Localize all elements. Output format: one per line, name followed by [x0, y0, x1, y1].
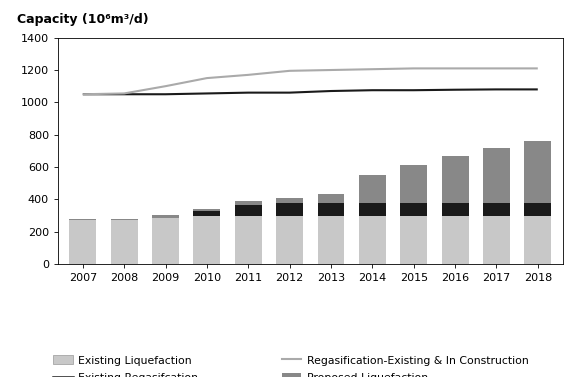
Bar: [483, 149, 510, 202]
Bar: [70, 219, 96, 220]
Bar: [235, 205, 262, 216]
Bar: [441, 216, 469, 264]
Bar: [359, 203, 386, 216]
Bar: [524, 216, 551, 264]
Bar: [152, 215, 179, 218]
Legend: Existing Liquefaction, Existing Regasifcation, Liquefaction Under Construction, : Existing Liquefaction, Existing Regasifc…: [53, 355, 528, 377]
Bar: [400, 216, 427, 264]
Bar: [111, 219, 137, 220]
Bar: [194, 216, 220, 264]
Bar: [317, 203, 345, 216]
Bar: [276, 216, 303, 264]
Bar: [524, 141, 551, 202]
Bar: [317, 195, 345, 203]
Bar: [194, 211, 220, 216]
Bar: [70, 220, 96, 264]
Bar: [524, 202, 551, 216]
Bar: [152, 218, 179, 264]
Bar: [441, 202, 469, 216]
Bar: [483, 216, 510, 264]
Bar: [317, 216, 345, 264]
Bar: [235, 216, 262, 264]
Bar: [483, 202, 510, 216]
Bar: [111, 220, 137, 264]
Bar: [400, 166, 427, 202]
Bar: [400, 202, 427, 216]
Bar: [359, 175, 386, 203]
Text: Capacity (10⁶m³/d): Capacity (10⁶m³/d): [17, 14, 149, 26]
Bar: [276, 203, 303, 216]
Bar: [359, 216, 386, 264]
Bar: [441, 156, 469, 202]
Bar: [194, 209, 220, 211]
Bar: [276, 198, 303, 203]
Bar: [235, 201, 262, 205]
